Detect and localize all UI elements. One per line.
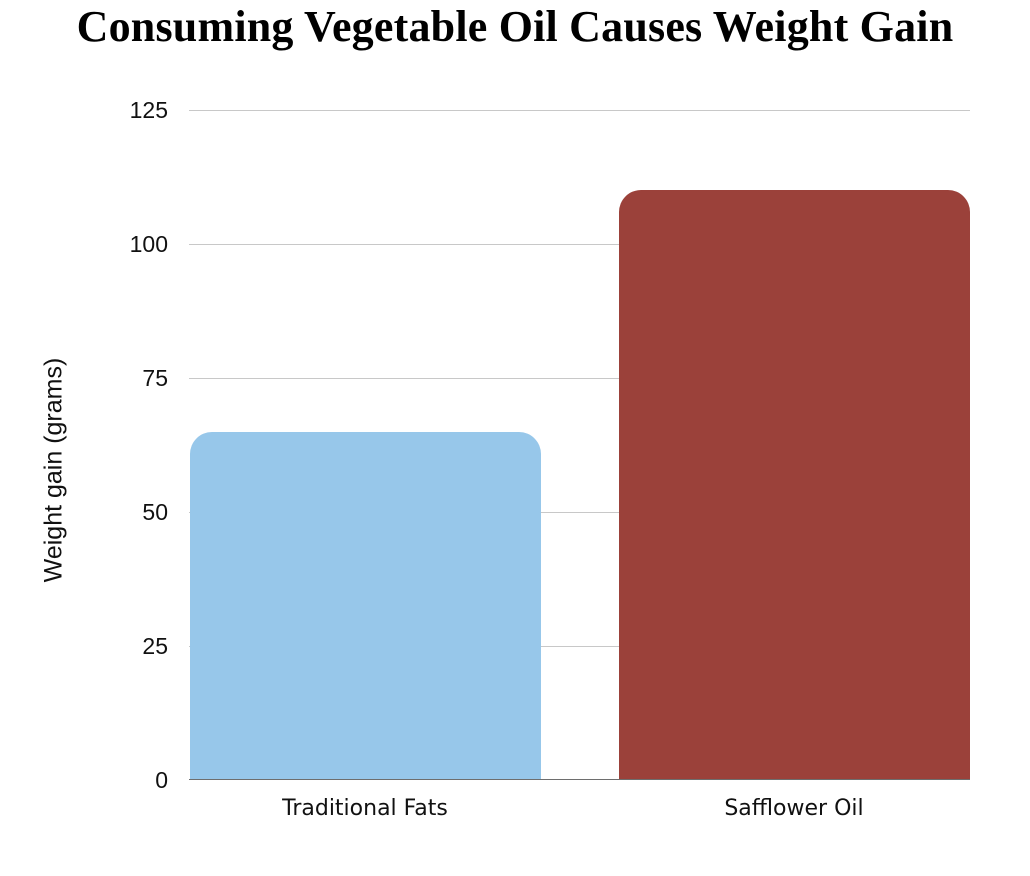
chart-title: Consuming Vegetable Oil Causes Weight Ga… [76,2,954,51]
y-tick-label: 25 [142,633,168,659]
y-tick-label: 50 [142,499,168,525]
x-axis-baseline [189,779,970,780]
x-category-label: Traditional Fats [282,796,448,821]
gridline-25 [189,646,970,647]
gridline-75 [189,378,970,379]
y-tick-label: 75 [142,365,168,391]
gridline-50 [189,512,970,513]
y-axis-label: Weight gain (grams) [39,357,68,583]
gridline-100 [189,244,970,245]
bar-traditional-fats [190,431,541,780]
bar-safflower-oil [619,190,970,780]
gridline-125 [189,110,970,111]
y-tick-label: 0 [155,767,168,793]
x-category-label: Safflower Oil [724,796,864,821]
y-tick-label: 125 [129,97,168,123]
y-tick-label: 100 [129,231,168,257]
